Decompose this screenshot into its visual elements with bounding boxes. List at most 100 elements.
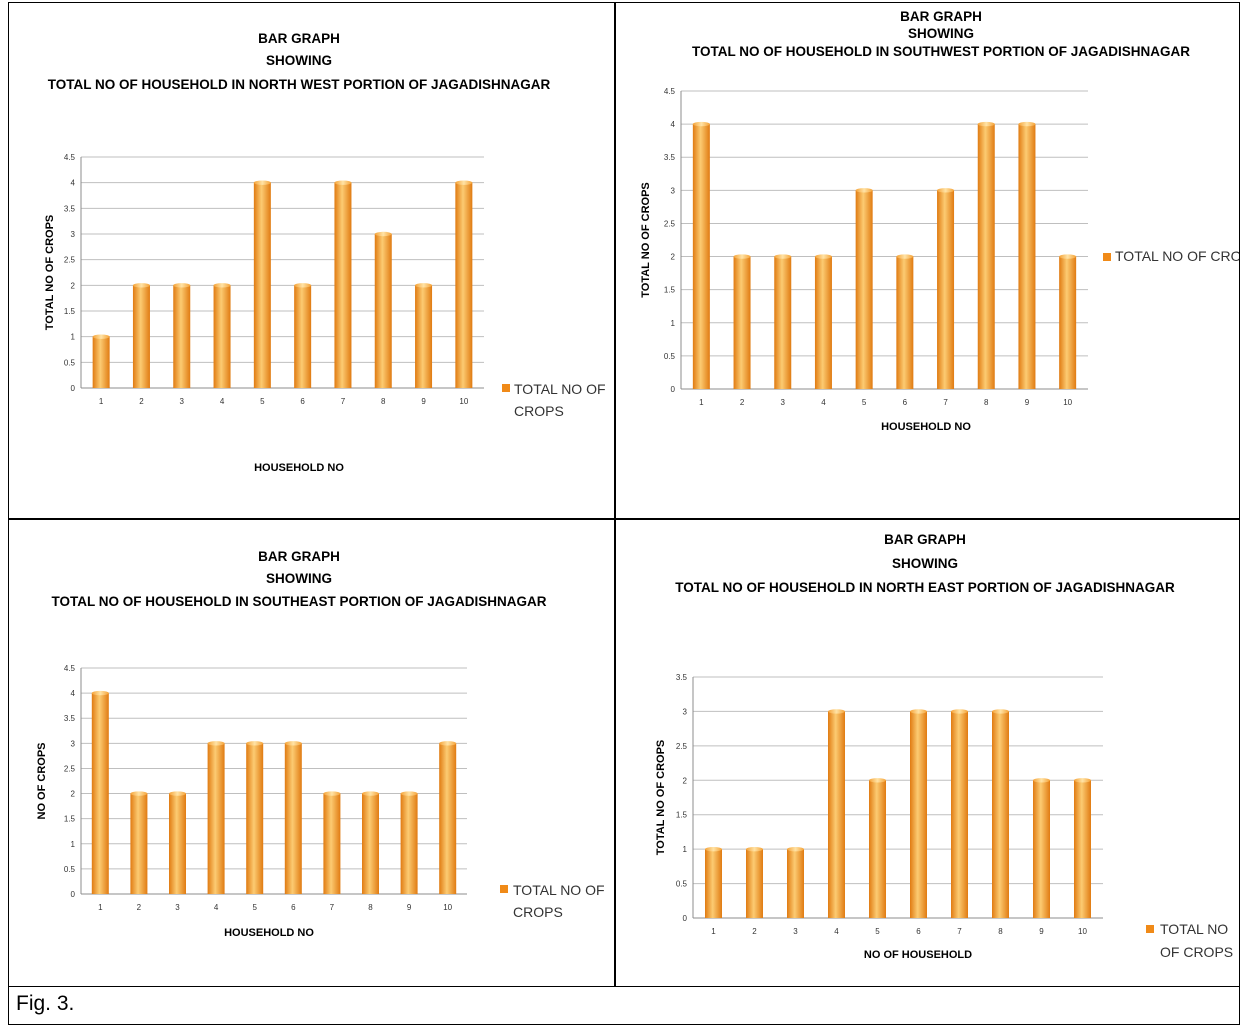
y-tick-label: 2.5 — [676, 742, 688, 751]
y-tick-label: 1.5 — [64, 307, 76, 316]
bar-household-5 — [855, 190, 873, 389]
bar-top-cap — [937, 188, 955, 193]
chart-northeast-svg: BAR GRAPH SHOWING TOTAL NO OF HOUSEHOLD IN… — [655, 532, 1233, 961]
y-tick-label: 0 — [71, 890, 76, 899]
bar-top-cap — [1033, 778, 1050, 783]
x-tick-label: 5 — [252, 903, 257, 912]
chart-northeast: BAR GRAPH SHOWING TOTAL NO OF HOUSEHOLD IN… — [616, 520, 1239, 986]
chart-title-line-2: SHOWING — [908, 26, 974, 41]
y-tick-label: 3 — [71, 739, 76, 748]
bar-top-cap — [828, 709, 845, 714]
bar-top-cap — [869, 778, 886, 783]
table-border-right — [1239, 2, 1240, 1025]
y-tick-label: 2 — [683, 776, 688, 785]
legend-swatch — [1103, 253, 1111, 261]
bar-top-cap — [253, 180, 271, 185]
legend-label: OF CROPS — [1160, 944, 1233, 960]
bar-household-6 — [896, 256, 914, 389]
legend-label: TOTAL NO OF — [514, 381, 606, 397]
bar-household-8 — [977, 124, 995, 389]
bar-top-cap — [213, 283, 231, 288]
bar-top-cap — [130, 791, 148, 796]
bar-top-cap — [173, 283, 191, 288]
y-axis-label: TOTAL NO OF CROPS — [640, 182, 652, 298]
y-axis-label: NO OF CROPS — [36, 742, 48, 819]
bar-top-cap — [787, 846, 804, 852]
x-tick-label: 6 — [916, 927, 921, 936]
x-tick-label: 10 — [1063, 398, 1072, 407]
bar-household-6 — [284, 743, 302, 894]
bar-top-cap — [455, 180, 473, 185]
x-axis-label: HOUSEHOLD NO — [224, 927, 314, 939]
chart-title-line-2: SHOWING — [266, 53, 332, 68]
bar-household-2 — [746, 849, 763, 918]
chart-title-line-3: TOTAL NO OF HOUSEHOLD IN SOUTHWEST PORTI… — [692, 44, 1190, 59]
bar-household-10 — [1059, 256, 1077, 389]
x-tick-label: 7 — [330, 903, 335, 912]
x-tick-label: 8 — [368, 903, 373, 912]
x-tick-label: 1 — [699, 398, 704, 407]
x-tick-label: 3 — [175, 903, 180, 912]
bar-top-cap — [334, 180, 352, 185]
x-tick-label: 3 — [781, 398, 786, 407]
bar-household-8 — [362, 793, 379, 894]
y-tick-label: 2.5 — [64, 764, 76, 773]
x-tick-label: 7 — [957, 927, 962, 936]
y-tick-label: 4.5 — [64, 664, 76, 673]
x-tick-label: 4 — [214, 903, 219, 912]
chart-southeast: BAR GRAPH SHOWING TOTAL NO OF HOUSEHOLD IN… — [9, 520, 614, 986]
x-tick-label: 4 — [220, 397, 225, 406]
bar-top-cap — [415, 283, 433, 288]
y-tick-label: 4.5 — [64, 153, 76, 162]
legend-label: CROPS — [513, 904, 563, 920]
y-tick-label: 2 — [671, 253, 676, 262]
x-tick-label: 3 — [180, 397, 185, 406]
y-tick-label: 3.5 — [664, 153, 676, 162]
bar-household-8 — [992, 711, 1009, 918]
x-tick-label: 8 — [381, 397, 386, 406]
x-tick-label: 1 — [99, 397, 104, 406]
y-tick-label: 0.5 — [676, 880, 688, 889]
y-tick-label: 3.5 — [676, 673, 688, 682]
y-tick-label: 1.5 — [664, 286, 676, 295]
bar-household-1 — [91, 693, 109, 894]
x-axis-label: HOUSEHOLD NO — [254, 462, 344, 474]
x-tick-label: 5 — [862, 398, 867, 407]
bar-top-cap — [1059, 254, 1077, 259]
bar-top-cap — [400, 791, 418, 796]
bar-household-4 — [828, 711, 845, 918]
chart-southwest: BAR GRAPH SHOWING TOTAL NO OF HOUSEHOLD IN… — [616, 3, 1239, 518]
bar-top-cap — [774, 254, 792, 259]
table-border-left — [8, 2, 9, 1025]
bar-top-cap — [1018, 121, 1036, 127]
x-axis-label: NO OF HOUSEHOLD — [864, 949, 972, 961]
figure-caption: Fig. 3. — [16, 992, 75, 1015]
bar-household-4 — [213, 285, 231, 388]
chart-southwest-svg: BAR GRAPH SHOWING TOTAL NO OF HOUSEHOLD IN… — [640, 9, 1239, 433]
bar-household-6 — [910, 711, 927, 918]
bar-household-2 — [132, 285, 150, 388]
chart-title-line-3: TOTAL NO OF HOUSEHOLD IN SOUTHEAST PORTI… — [51, 594, 546, 609]
x-tick-label: 4 — [834, 927, 839, 936]
table-border-top — [8, 2, 1240, 3]
x-tick-label: 2 — [137, 903, 142, 912]
bar-household-1 — [692, 124, 710, 389]
bar-household-3 — [169, 793, 186, 894]
bar-household-4 — [207, 743, 225, 894]
bar-household-7 — [951, 711, 968, 918]
bar-household-9 — [400, 793, 418, 894]
bar-household-5 — [253, 182, 271, 388]
y-tick-label: 1.5 — [676, 811, 688, 820]
y-tick-label: 0 — [71, 384, 76, 393]
y-tick-label: 3 — [71, 230, 76, 239]
bar-top-cap — [323, 791, 341, 796]
chart-northwest: BAR GRAPH SHOWING TOTAL NO OF HOUSEHOLD IN… — [9, 3, 614, 518]
bar-top-cap — [733, 254, 751, 259]
bar-top-cap — [977, 121, 995, 127]
y-tick-label: 1 — [683, 845, 688, 854]
x-tick-label: 2 — [740, 398, 745, 407]
bar-top-cap — [910, 709, 927, 714]
chart-northwest-svg: BAR GRAPH SHOWING TOTAL NO OF HOUSEHOLD IN… — [44, 31, 606, 474]
x-tick-label: 8 — [998, 927, 1003, 936]
bar-household-6 — [294, 285, 312, 388]
